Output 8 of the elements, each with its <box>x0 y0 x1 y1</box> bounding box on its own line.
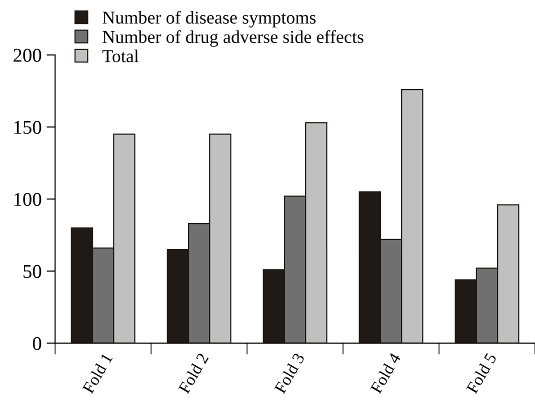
legend-label: Number of disease symptoms <box>102 10 316 28</box>
y-tick-label: 0 <box>32 336 42 350</box>
y-tick-label: 50 <box>24 264 42 278</box>
y-tick-label: 100 <box>14 192 42 206</box>
y-tick-label: 200 <box>14 48 42 62</box>
legend-label: Number of drug adverse side effects <box>102 30 364 47</box>
legend-label: Total <box>102 50 139 62</box>
y-tick-label: 150 <box>14 120 42 134</box>
